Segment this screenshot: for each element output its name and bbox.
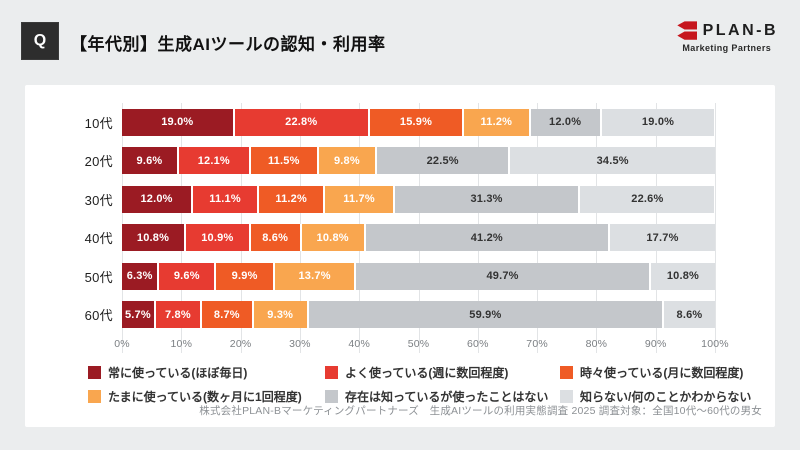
- x-axis-tick: 70%: [526, 338, 548, 350]
- x-axis-tick: 40%: [348, 338, 370, 350]
- legend-swatch: [88, 390, 101, 403]
- legend-label: 存在は知っているが使ったことはない: [345, 390, 549, 404]
- bar-segment: 49.7%: [356, 262, 651, 290]
- x-axis-tick: 100%: [701, 338, 729, 350]
- bar-segment: 10.8%: [650, 262, 715, 290]
- bar-segment: 11.7%: [325, 185, 395, 213]
- bar-segment: 41.2%: [365, 224, 610, 252]
- legend-swatch: [88, 366, 101, 379]
- legend-swatch: [560, 390, 573, 403]
- gridline: [715, 103, 716, 353]
- x-axis-tick: 90%: [644, 338, 667, 350]
- chart-row: 10代 19.0% 22.8% 15.9% 11.2% 12.0% 19.0%: [25, 103, 775, 142]
- bar-segment: 13.7%: [274, 262, 357, 290]
- page-title: 【年代別】生成AIツールの認知・利用率: [70, 35, 386, 54]
- bar-segment: 31.3%: [394, 185, 581, 213]
- x-axis-tick: 50%: [407, 338, 430, 350]
- bar-segment: 10.8%: [122, 224, 187, 252]
- bar-segment: 11.2%: [464, 108, 531, 136]
- x-axis-tick: 30%: [289, 338, 311, 350]
- plot-rows: 10代 19.0% 22.8% 15.9% 11.2% 12.0% 19.0% 20代 9.6%…: [25, 103, 775, 353]
- row-label: 40代: [84, 231, 113, 247]
- row-label: 10代: [84, 115, 113, 131]
- bar-segment: 34.5%: [510, 147, 715, 175]
- chart-row: 50代 6.3% 9.6% 9.9% 13.7% 49.7% 10.8%: [25, 257, 775, 296]
- legend-swatch: [560, 366, 573, 379]
- row-label: 30代: [84, 192, 113, 208]
- logo-subtitle: Marketing Partners: [682, 43, 772, 53]
- bar-segment: 22.6%: [580, 185, 715, 213]
- legend-label: たまに使っている(数ヶ月に1回程度): [108, 390, 302, 404]
- x-axis-tick: 0%: [114, 338, 130, 350]
- bar-segment: 10.8%: [301, 224, 366, 252]
- logo-name: PLAN-B: [702, 21, 778, 39]
- row-label: 60代: [84, 308, 113, 324]
- bar-segment: 10.9%: [186, 224, 251, 252]
- bar-segment: 9.6%: [122, 147, 179, 175]
- bar-track: 6.3% 9.6% 9.9% 13.7% 49.7% 10.8%: [122, 262, 715, 290]
- x-axis-tick: 20%: [229, 338, 252, 350]
- bar-segment: 19.0%: [601, 108, 715, 136]
- question-badge: Q: [21, 22, 59, 60]
- legend-label: 知らない/何のことかわからない: [580, 390, 752, 404]
- source-note: 株式会社PLAN-Bマーケティングパートナーズ 生成AIツールの利用実態調査 2…: [199, 405, 762, 417]
- bar-segment: 8.7%: [202, 301, 254, 329]
- legend-item: 時々使っている(月に数回程度): [560, 364, 755, 381]
- bar-segment: 22.5%: [376, 147, 511, 175]
- bar-segment: 12.0%: [530, 108, 602, 136]
- bar-track: 9.6% 12.1% 11.5% 9.8% 22.5% 34.5%: [122, 147, 715, 175]
- bar-segment: 22.8%: [234, 108, 370, 136]
- bar-segment: 9.8%: [318, 147, 377, 175]
- bar-segment: 12.1%: [178, 147, 251, 175]
- legend: 常に使っている(ほぼ毎日) よく使っている(週に数回程度) 時々使っている(月に数回…: [88, 364, 755, 405]
- x-axis-tick: 80%: [585, 338, 608, 350]
- header: Q 【年代別】生成AIツールの認知・利用率 PLAN-B Marketing P…: [0, 0, 800, 85]
- bar-segment: 8.6%: [250, 224, 302, 252]
- bar-segment: 19.0%: [122, 108, 235, 136]
- legend-label: 時々使っている(月に数回程度): [580, 366, 744, 380]
- bar-segment: 12.0%: [122, 185, 194, 213]
- bar-segment: 9.6%: [159, 262, 217, 290]
- plan-b-logo: PLAN-B Marketing Partners: [676, 21, 778, 53]
- question-badge-label: Q: [33, 32, 47, 49]
- bar-track: 5.7% 7.8% 8.7% 9.3% 59.9% 8.6%: [122, 301, 715, 329]
- bar-segment: 15.9%: [369, 108, 465, 136]
- bar-segment: 11.1%: [193, 185, 259, 213]
- bar-segment: 59.9%: [308, 301, 664, 329]
- legend-label: よく使っている(週に数回程度): [345, 366, 509, 380]
- legend-item: よく使っている(週に数回程度): [325, 364, 560, 381]
- legend-item: 知らない/何のことかわからない: [560, 388, 755, 405]
- bar-track: 19.0% 22.8% 15.9% 11.2% 12.0% 19.0%: [122, 108, 715, 136]
- bar-segment: 17.7%: [609, 224, 715, 252]
- bar-track: 10.8% 10.9% 8.6% 10.8% 41.2% 17.7%: [122, 224, 715, 252]
- bar-segment: 11.2%: [258, 185, 326, 213]
- chart-row: 60代 5.7% 7.8% 8.7% 9.3% 59.9% 8.6%: [25, 296, 775, 335]
- chart-row: 30代 12.0% 11.1% 11.2% 11.7% 31.3% 22.6%: [25, 180, 775, 219]
- x-axis-tick: 60%: [466, 338, 489, 350]
- legend-item: 常に使っている(ほぼ毎日): [88, 364, 325, 381]
- x-axis-tick: 10%: [170, 338, 193, 350]
- legend-label: 常に使っている(ほぼ毎日): [108, 366, 248, 380]
- chart-row: 20代 9.6% 12.1% 11.5% 9.8% 22.5% 34.5%: [25, 142, 775, 181]
- legend-item: 存在は知っているが使ったことはない: [325, 388, 560, 405]
- bar-segment: 5.7%: [122, 301, 156, 329]
- legend-swatch: [325, 390, 338, 403]
- row-label: 20代: [84, 154, 113, 170]
- legend-item: たまに使っている(数ヶ月に1回程度): [88, 388, 325, 405]
- bar-segment: 6.3%: [122, 262, 160, 290]
- stacked-bar-chart: 10代 19.0% 22.8% 15.9% 11.2% 12.0% 19.0% 20代 9.6%…: [25, 95, 775, 405]
- chart-row: 40代 10.8% 10.9% 8.6% 10.8% 41.2% 17.7%: [25, 219, 775, 258]
- bar-segment: 7.8%: [155, 301, 203, 329]
- plan-b-chevron-icon: [676, 21, 697, 40]
- bar-segment: 8.6%: [663, 301, 715, 329]
- chart-card: 10代 19.0% 22.8% 15.9% 11.2% 12.0% 19.0% 20代 9.6%…: [25, 85, 775, 427]
- legend-swatch: [325, 366, 338, 379]
- bar-segment: 9.3%: [253, 301, 309, 329]
- bar-segment: 11.5%: [250, 147, 319, 175]
- bar-track: 12.0% 11.1% 11.2% 11.7% 31.3% 22.6%: [122, 185, 715, 213]
- bar-segment: 9.9%: [216, 262, 275, 290]
- x-axis: 0% 10% 20% 30% 40% 50% 60% 70% 80% 90% 100%: [114, 338, 728, 354]
- row-label: 50代: [84, 269, 113, 285]
